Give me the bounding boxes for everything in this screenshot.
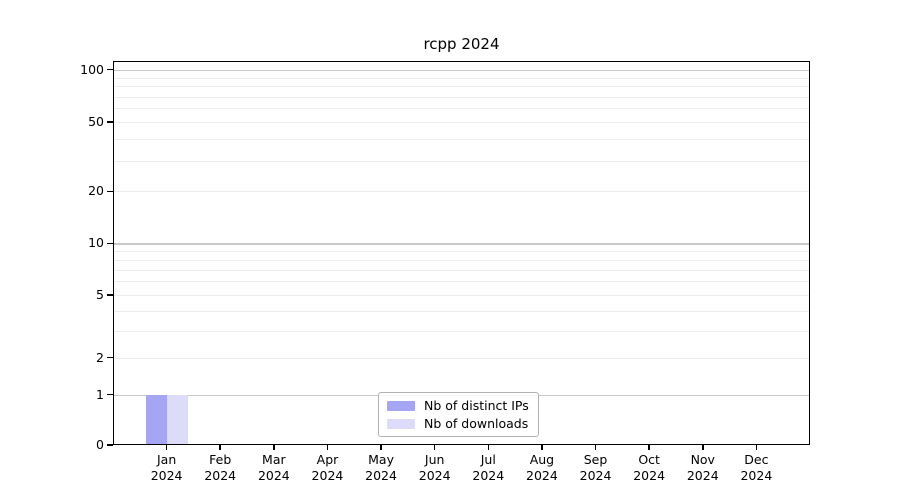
legend-item: Nb of distinct IPs [387,398,529,413]
gridline-major [113,69,810,71]
x-tick-mark [702,445,704,450]
x-tick-month: Sep [583,452,608,467]
x-tick-month: Nov [690,452,715,467]
x-tick-label: Mar 2024 [232,452,316,484]
y-tick-label: 1 [96,386,104,402]
gridline-minor [113,96,810,98]
chart-title: rcpp 2024 [423,35,500,53]
x-tick-month: Mar [262,452,286,467]
y-tick-label: 0 [96,437,104,452]
y-tick-mark [107,444,113,446]
x-tick-label: Nov 2024 [661,452,745,484]
gridline-minor [113,160,810,162]
x-tick-label: Oct 2024 [607,452,691,484]
x-tick-month: Jan [156,452,177,467]
gridline-minor [113,357,810,359]
bar-nb-of-downloads-jan-2024 [166,394,188,445]
y-tick-label: 2 [96,349,104,365]
x-tick-year: 2024 [365,468,397,483]
gridline-minor [113,138,810,140]
gridline-minor [113,86,810,88]
gridline-minor [113,270,810,272]
plot-area [113,61,810,445]
x-tick-mark [755,445,758,450]
gridline-minor [113,191,810,193]
x-tick-label: Sep 2024 [554,452,638,484]
x-tick-year: 2024 [311,468,344,483]
x-tick-label: Jun 2024 [393,452,477,484]
x-tick-mark [487,445,490,450]
legend-swatch [387,418,415,429]
gridline-minor [113,251,810,253]
gridline-minor [113,294,810,296]
gridline-minor [113,108,810,110]
x-tick-year: 2024 [740,468,773,483]
y-tick-label: 50 [88,114,104,129]
gridline-minor [113,122,810,123]
x-tick-year: 2024 [579,468,612,483]
legend: Nb of distinct IPs Nb of downloads [378,392,539,437]
x-tick-mark [541,445,543,450]
x-tick-label: Jul 2024 [446,452,530,484]
y-tick-mark [107,294,113,296]
gridline-minor [113,77,810,79]
legend-swatch [387,400,415,411]
x-tick-month: Apr [316,452,339,467]
x-tick-year: 2024 [526,468,558,483]
gridline-minor [113,331,810,333]
x-tick-month: Oct [638,452,660,467]
x-tick-mark [273,445,275,450]
gridline-minor [113,260,810,262]
x-tick-label: May 2024 [339,452,423,484]
x-tick-year: 2024 [150,468,183,483]
x-tick-label: Dec 2024 [714,452,798,484]
legend-label: Nb of distinct IPs [424,398,529,413]
x-tick-mark [594,445,597,450]
x-tick-label: Aug 2024 [500,452,584,484]
x-tick-mark [326,445,329,450]
x-tick-month: Aug [529,452,555,467]
x-tick-label: Feb 2024 [178,452,262,484]
x-tick-month: Jul [480,452,496,467]
y-tick-mark [107,242,113,245]
x-tick-year: 2024 [418,468,451,483]
x-tick-month: Dec [744,452,769,467]
bar-nb-of-distinct-ips-jan-2024 [145,394,167,445]
legend-label: Nb of downloads [424,416,529,431]
x-tick-label: Apr 2024 [285,452,369,484]
x-tick-mark [219,445,221,450]
x-tick-mark [648,445,650,450]
y-tick-mark [107,121,113,123]
y-tick-label: 5 [96,286,104,302]
x-tick-mark [165,445,168,450]
y-tick-label: 100 [80,61,104,77]
x-tick-month: Feb [209,452,232,467]
gridline-major [113,243,810,245]
x-tick-year: 2024 [686,468,719,483]
x-tick-month: Jun [424,452,445,467]
legend-item: Nb of downloads [387,416,529,431]
y-tick-mark [107,190,113,192]
x-tick-month: May [368,452,394,467]
x-tick-year: 2024 [472,468,505,483]
x-tick-mark [433,445,436,450]
gridline-minor [113,310,810,312]
x-tick-year: 2024 [204,468,237,483]
x-tick-year: 2024 [633,468,666,483]
x-tick-label: Jan 2024 [125,452,209,484]
x-tick-mark [380,445,382,450]
y-tick-mark [107,393,113,396]
y-tick-label: 20 [88,183,104,199]
y-tick-label: 10 [88,235,104,251]
y-tick-mark [107,356,113,359]
y-tick-mark [107,68,113,71]
gridline-minor [113,281,810,283]
x-tick-year: 2024 [257,468,290,483]
